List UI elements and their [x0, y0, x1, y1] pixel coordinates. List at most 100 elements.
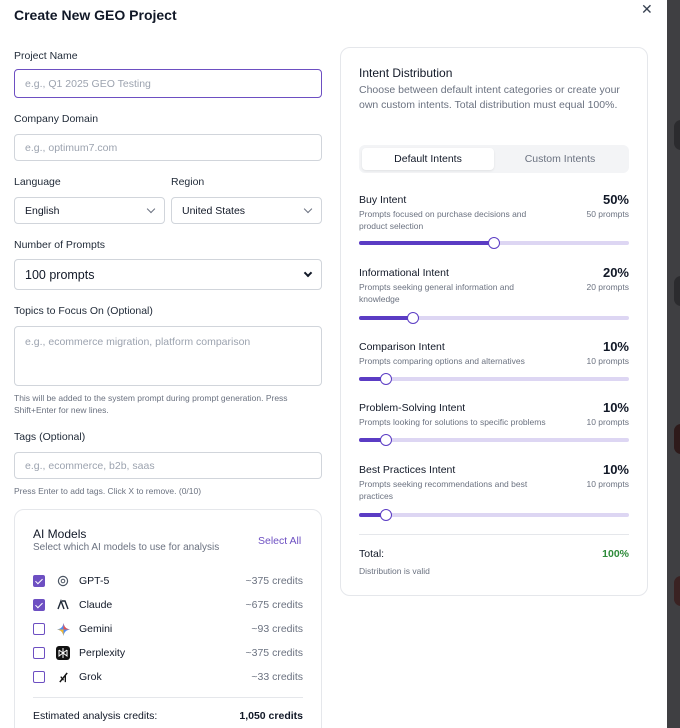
select-all-button[interactable]: Select All — [258, 535, 302, 547]
intent-slider[interactable] — [359, 237, 629, 249]
intent-slider[interactable] — [359, 434, 629, 446]
anthropic-icon — [56, 598, 70, 612]
slider-fill — [359, 438, 386, 442]
intent-count: 10 prompts — [586, 417, 629, 427]
project-name-label: Project Name — [14, 50, 78, 62]
slider-thumb[interactable] — [380, 373, 392, 385]
model-row-perplexity[interactable]: Perplexity ~375 credits — [33, 645, 303, 661]
intent-count: 10 prompts — [586, 479, 629, 489]
topics-hint: This will be added to the system prompt … — [14, 393, 288, 415]
project-name-input[interactable]: e.g., Q1 2025 GEO Testing — [14, 69, 322, 98]
checkbox[interactable] — [33, 599, 45, 611]
intent-name: Comparison Intent — [359, 341, 445, 353]
intent-desc: Prompts comparing options and alternativ… — [359, 356, 525, 366]
intent-description: Choose between default intent categories… — [359, 84, 620, 111]
model-credits: ~675 credits — [245, 599, 304, 611]
topics-textarea[interactable]: e.g., ecommerce migration, platform comp… — [14, 326, 322, 386]
intent-slider[interactable] — [359, 373, 629, 385]
model-credits: ~375 credits — [245, 647, 304, 659]
slider-fill — [359, 241, 494, 245]
region-label: Region — [171, 176, 205, 188]
slider-fill — [359, 513, 386, 517]
tab-default-intents[interactable]: Default Intents — [362, 148, 494, 170]
intent-buy: Buy Intent Prompts focused on purchase d… — [359, 192, 629, 249]
tags-label: Tags (Optional) — [14, 431, 86, 443]
chevron-down-icon — [303, 204, 313, 213]
intent-informational: Informational Intent Prompts seeking gen… — [359, 265, 629, 324]
backdrop-element — [674, 424, 680, 454]
language-select[interactable]: English — [14, 197, 165, 224]
model-name: Claude — [79, 599, 113, 611]
language-value: English — [25, 204, 60, 217]
intent-name: Buy Intent — [359, 194, 407, 206]
intent-distribution-card: Intent Distribution Choose between defau… — [340, 47, 648, 596]
total-label: Total: — [359, 548, 385, 560]
model-row-grok[interactable]: Grok ~33 credits — [33, 669, 303, 685]
slider-thumb[interactable] — [380, 434, 392, 446]
model-name: GPT-5 — [79, 575, 110, 587]
slider-thumb[interactable] — [407, 312, 419, 324]
intent-slider[interactable] — [359, 312, 629, 324]
model-credits: ~93 credits — [251, 623, 303, 635]
grok-icon — [56, 670, 70, 684]
checkbox[interactable] — [33, 647, 45, 659]
num-prompts-select[interactable]: 100 prompts — [14, 259, 322, 290]
openai-icon — [56, 574, 70, 588]
tab-custom-intents[interactable]: Custom Intents — [524, 153, 596, 165]
slider-fill — [359, 316, 413, 320]
checkbox[interactable] — [33, 623, 45, 635]
company-domain-input[interactable]: e.g., optimum7.com — [14, 134, 322, 161]
total-value: 100% — [602, 548, 629, 560]
divider — [359, 534, 629, 535]
topics-label: Topics to Focus On (Optional) — [14, 305, 153, 317]
num-prompts-value: 100 prompts — [25, 267, 95, 282]
intent-count: 20 prompts — [586, 282, 629, 292]
intent-percent: 50% — [602, 192, 629, 207]
modal-title: Create New GEO Project — [14, 7, 177, 23]
checkbox[interactable] — [33, 575, 45, 587]
estimated-credits-label: Estimated analysis credits: — [33, 710, 158, 722]
close-icon[interactable]: ✕ — [641, 1, 653, 17]
intent-name: Best Practices Intent — [359, 464, 456, 476]
tags-input[interactable]: e.g., ecommerce, b2b, saas — [14, 452, 322, 479]
intent-count: 10 prompts — [586, 356, 629, 366]
estimated-credits-value: 1,050 credits — [239, 710, 303, 722]
intent-name: Informational Intent — [359, 267, 449, 279]
backdrop-element — [674, 276, 680, 306]
region-value: United States — [182, 204, 246, 217]
model-name: Gemini — [79, 623, 113, 635]
chevron-down-icon — [303, 268, 313, 277]
intent-desc: Prompts looking for solutions to specifi… — [359, 417, 546, 427]
ai-models-title: AI Models — [33, 527, 87, 541]
intent-count: 50 prompts — [586, 209, 629, 219]
intent-slider[interactable] — [359, 509, 629, 521]
num-prompts-label: Number of Prompts — [14, 239, 106, 251]
topics-placeholder: e.g., ecommerce migration, platform comp… — [25, 336, 251, 348]
intent-percent: 20% — [602, 265, 629, 280]
intent-percent: 10% — [602, 400, 629, 415]
model-row-gpt5[interactable]: GPT-5 ~375 credits — [33, 573, 303, 589]
intent-desc: Prompts seeking recommendations and best… — [359, 479, 528, 501]
intent-tabs: Default Intents Custom Intents — [359, 145, 629, 173]
company-domain-placeholder: e.g., optimum7.com — [25, 141, 118, 154]
intent-percent: 10% — [602, 339, 629, 354]
region-select[interactable]: United States — [171, 197, 322, 224]
modal-backdrop[interactable] — [667, 0, 680, 728]
model-row-gemini[interactable]: Gemini ~93 credits — [33, 621, 303, 637]
chevron-down-icon — [146, 204, 156, 213]
validation-status: Distribution is valid — [359, 566, 430, 576]
tags-placeholder: e.g., ecommerce, b2b, saas — [25, 459, 155, 472]
ai-models-subtitle: Select which AI models to use for analys… — [33, 542, 220, 553]
intent-name: Problem-Solving Intent — [359, 402, 466, 414]
intent-comparison: Comparison Intent Prompts comparing opti… — [359, 339, 629, 385]
divider — [33, 697, 303, 698]
backdrop-element — [674, 576, 680, 606]
slider-thumb[interactable] — [488, 237, 500, 249]
gemini-icon — [56, 622, 70, 636]
model-row-claude[interactable]: Claude ~675 credits — [33, 597, 303, 613]
model-name: Grok — [79, 671, 102, 683]
checkbox[interactable] — [33, 671, 45, 683]
slider-thumb[interactable] — [380, 509, 392, 521]
backdrop-element — [674, 120, 680, 150]
